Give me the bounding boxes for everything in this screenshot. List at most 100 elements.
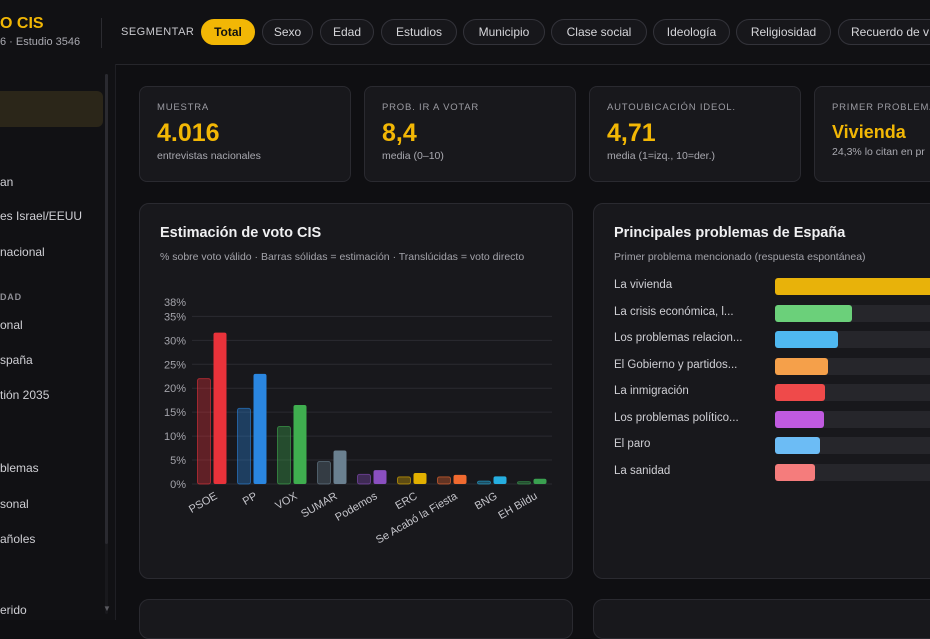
segment-pill-total[interactable]: Total bbox=[201, 19, 255, 45]
segment-pill-ideologia[interactable]: Ideología bbox=[653, 19, 730, 45]
kpi-label: AUTOUBICACIÓN IDEOL. bbox=[607, 102, 736, 113]
kpi-value: Vivienda bbox=[832, 122, 906, 142]
x-tick-label: ERC bbox=[393, 490, 419, 512]
bottom-panel-left bbox=[139, 599, 573, 639]
problem-row: La crisis económica, l... bbox=[614, 304, 930, 323]
bar-estimate bbox=[293, 404, 307, 484]
kpi-value: 8,4 bbox=[382, 119, 417, 147]
sidebar-item[interactable]: an bbox=[0, 175, 14, 189]
problem-label: Los problemas político... bbox=[614, 411, 739, 424]
x-tick-label: Podemos bbox=[333, 490, 380, 524]
kpi-card-primer-problema: PRIMER PROBLEMA Vivienda 24,3% lo citan … bbox=[814, 86, 930, 182]
problem-row: Los problemas relacion... bbox=[614, 331, 930, 349]
sidebar: an es Israel/EEUU nacional DAD onal spañ… bbox=[0, 64, 116, 620]
sidebar-item[interactable]: spaña bbox=[0, 353, 33, 367]
bar-estimate bbox=[413, 472, 427, 484]
kpi-card-muestra: MUESTRA 4.016 entrevistas nacionales bbox=[139, 86, 351, 182]
bar-direct-vote bbox=[357, 473, 371, 485]
sidebar-item[interactable]: erido bbox=[0, 603, 27, 617]
segment-pill-recuerdo-de-voto[interactable]: Recuerdo de v bbox=[838, 19, 930, 45]
problem-row: El paro bbox=[614, 437, 930, 455]
sidebar-item[interactable]: añoles bbox=[0, 532, 36, 546]
bar-estimate bbox=[253, 373, 267, 484]
problem-row: Los problemas político... bbox=[614, 410, 930, 429]
bottom-panel-right bbox=[593, 599, 930, 639]
bar-estimate bbox=[213, 332, 227, 484]
sidebar-item[interactable]: tión 2035 bbox=[0, 388, 50, 402]
segment-pill-edad[interactable]: Edad bbox=[320, 19, 374, 45]
sidebar-item[interactable]: nacional bbox=[0, 245, 45, 259]
problem-bar bbox=[775, 384, 826, 401]
problem-label: La sanidad bbox=[614, 464, 671, 477]
problem-bar bbox=[775, 331, 838, 348]
problem-bar-track bbox=[775, 331, 930, 348]
sidebar-item[interactable]: onal bbox=[0, 318, 23, 332]
problem-bar bbox=[775, 357, 828, 375]
problem-bar-track bbox=[775, 463, 930, 481]
problem-row: La inmigración bbox=[614, 384, 930, 402]
bar-estimate bbox=[333, 450, 347, 484]
segment-pill-municipio[interactable]: Municipio bbox=[463, 19, 545, 45]
sidebar-item[interactable]: sonal bbox=[0, 497, 29, 511]
vote-estimate-panel: Estimación de voto CIS % sobre voto váli… bbox=[139, 203, 573, 579]
sidebar-section-heading: DAD bbox=[0, 292, 22, 302]
x-tick-label: EH Bildu bbox=[496, 490, 539, 522]
bar-direct-vote bbox=[517, 481, 531, 485]
brand-title: O CIS bbox=[0, 15, 44, 32]
kpi-subtext: media (0–10) bbox=[382, 150, 444, 162]
segment-pill-estudios[interactable]: Estudios bbox=[381, 19, 457, 45]
kpi-card-autoubicacion: AUTOUBICACIÓN IDEOL. 4,71 media (1=izq.,… bbox=[589, 86, 801, 182]
segment-pill-religiosidad[interactable]: Religiosidad bbox=[736, 19, 831, 45]
bar-direct-vote bbox=[197, 378, 211, 485]
problem-bar-track bbox=[775, 357, 930, 375]
x-tick-label: PSOE bbox=[187, 490, 219, 516]
x-tick-label: BNG bbox=[473, 490, 500, 512]
segment-label: SEGMENTAR bbox=[121, 26, 195, 38]
problem-bar bbox=[775, 304, 852, 322]
problem-label: La inmigración bbox=[614, 385, 689, 397]
segment-pill-sexo[interactable]: Sexo bbox=[262, 19, 313, 45]
problem-label: La crisis económica, l... bbox=[614, 305, 734, 318]
panel-title: Estimación de voto CIS bbox=[160, 225, 322, 241]
kpi-subtext: entrevistas nacionales bbox=[157, 150, 261, 162]
bar-direct-vote bbox=[237, 407, 251, 485]
y-tick-label: 10% bbox=[164, 431, 186, 443]
y-tick-label: 38% bbox=[164, 297, 186, 309]
kpi-label: MUESTRA bbox=[157, 102, 210, 113]
y-tick-label: 5% bbox=[170, 455, 186, 467]
panel-subtitle: Primer problema mencionado (respuesta es… bbox=[614, 251, 866, 263]
top-bar: O CIS 6 · Estudio 3546 SEGMENTAR Total S… bbox=[0, 0, 930, 65]
brand-subtitle: 6 · Estudio 3546 bbox=[0, 36, 81, 48]
sidebar-item[interactable]: blemas bbox=[0, 461, 39, 475]
bar-estimate bbox=[533, 478, 547, 484]
problems-panel: Principales problemas de España Primer p… bbox=[593, 203, 930, 579]
problem-bar-track bbox=[775, 384, 930, 401]
scroll-down-arrow-icon[interactable]: ▼ bbox=[103, 604, 111, 613]
sidebar-scrollbar-thumb[interactable] bbox=[105, 74, 108, 544]
problem-bar-track bbox=[775, 278, 930, 295]
x-tick-label: SUMAR bbox=[299, 490, 339, 520]
sidebar-active-item[interactable] bbox=[0, 91, 103, 127]
y-tick-label: 25% bbox=[164, 359, 186, 371]
bar-direct-vote bbox=[477, 480, 491, 485]
sidebar-item[interactable]: es Israel/EEUU bbox=[0, 209, 83, 223]
segment-pill-clase-social[interactable]: Clase social bbox=[551, 19, 647, 45]
y-tick-label: 15% bbox=[164, 407, 186, 419]
kpi-subtext: media (1=izq., 10=der.) bbox=[607, 150, 715, 162]
problem-row: El Gobierno y partidos... bbox=[614, 357, 930, 376]
bar-direct-vote bbox=[277, 426, 291, 485]
problem-row: La sanidad bbox=[614, 463, 930, 482]
problem-bar bbox=[775, 463, 815, 481]
kpi-card-prob-votar: PROB. IR A VOTAR 8,4 media (0–10) bbox=[364, 86, 576, 182]
y-tick-label: 30% bbox=[164, 335, 186, 347]
kpi-label: PRIMER PROBLEMA bbox=[832, 102, 930, 113]
kpi-value: 4,71 bbox=[607, 119, 656, 147]
x-tick-label: PP bbox=[241, 490, 260, 508]
vote-estimate-chart: 0% 5% 10% 15% 20% 25% 30% 35% 38% PSOE PP VOX SUMARP… bbox=[164, 297, 552, 546]
kpi-subtext: 24,3% lo citan en pr bbox=[832, 146, 925, 158]
bar-direct-vote bbox=[317, 460, 331, 485]
problem-label: La vivienda bbox=[614, 279, 673, 291]
problem-bar-track bbox=[775, 437, 930, 454]
bar-direct-vote bbox=[437, 476, 451, 485]
problem-bar-track bbox=[775, 304, 930, 322]
